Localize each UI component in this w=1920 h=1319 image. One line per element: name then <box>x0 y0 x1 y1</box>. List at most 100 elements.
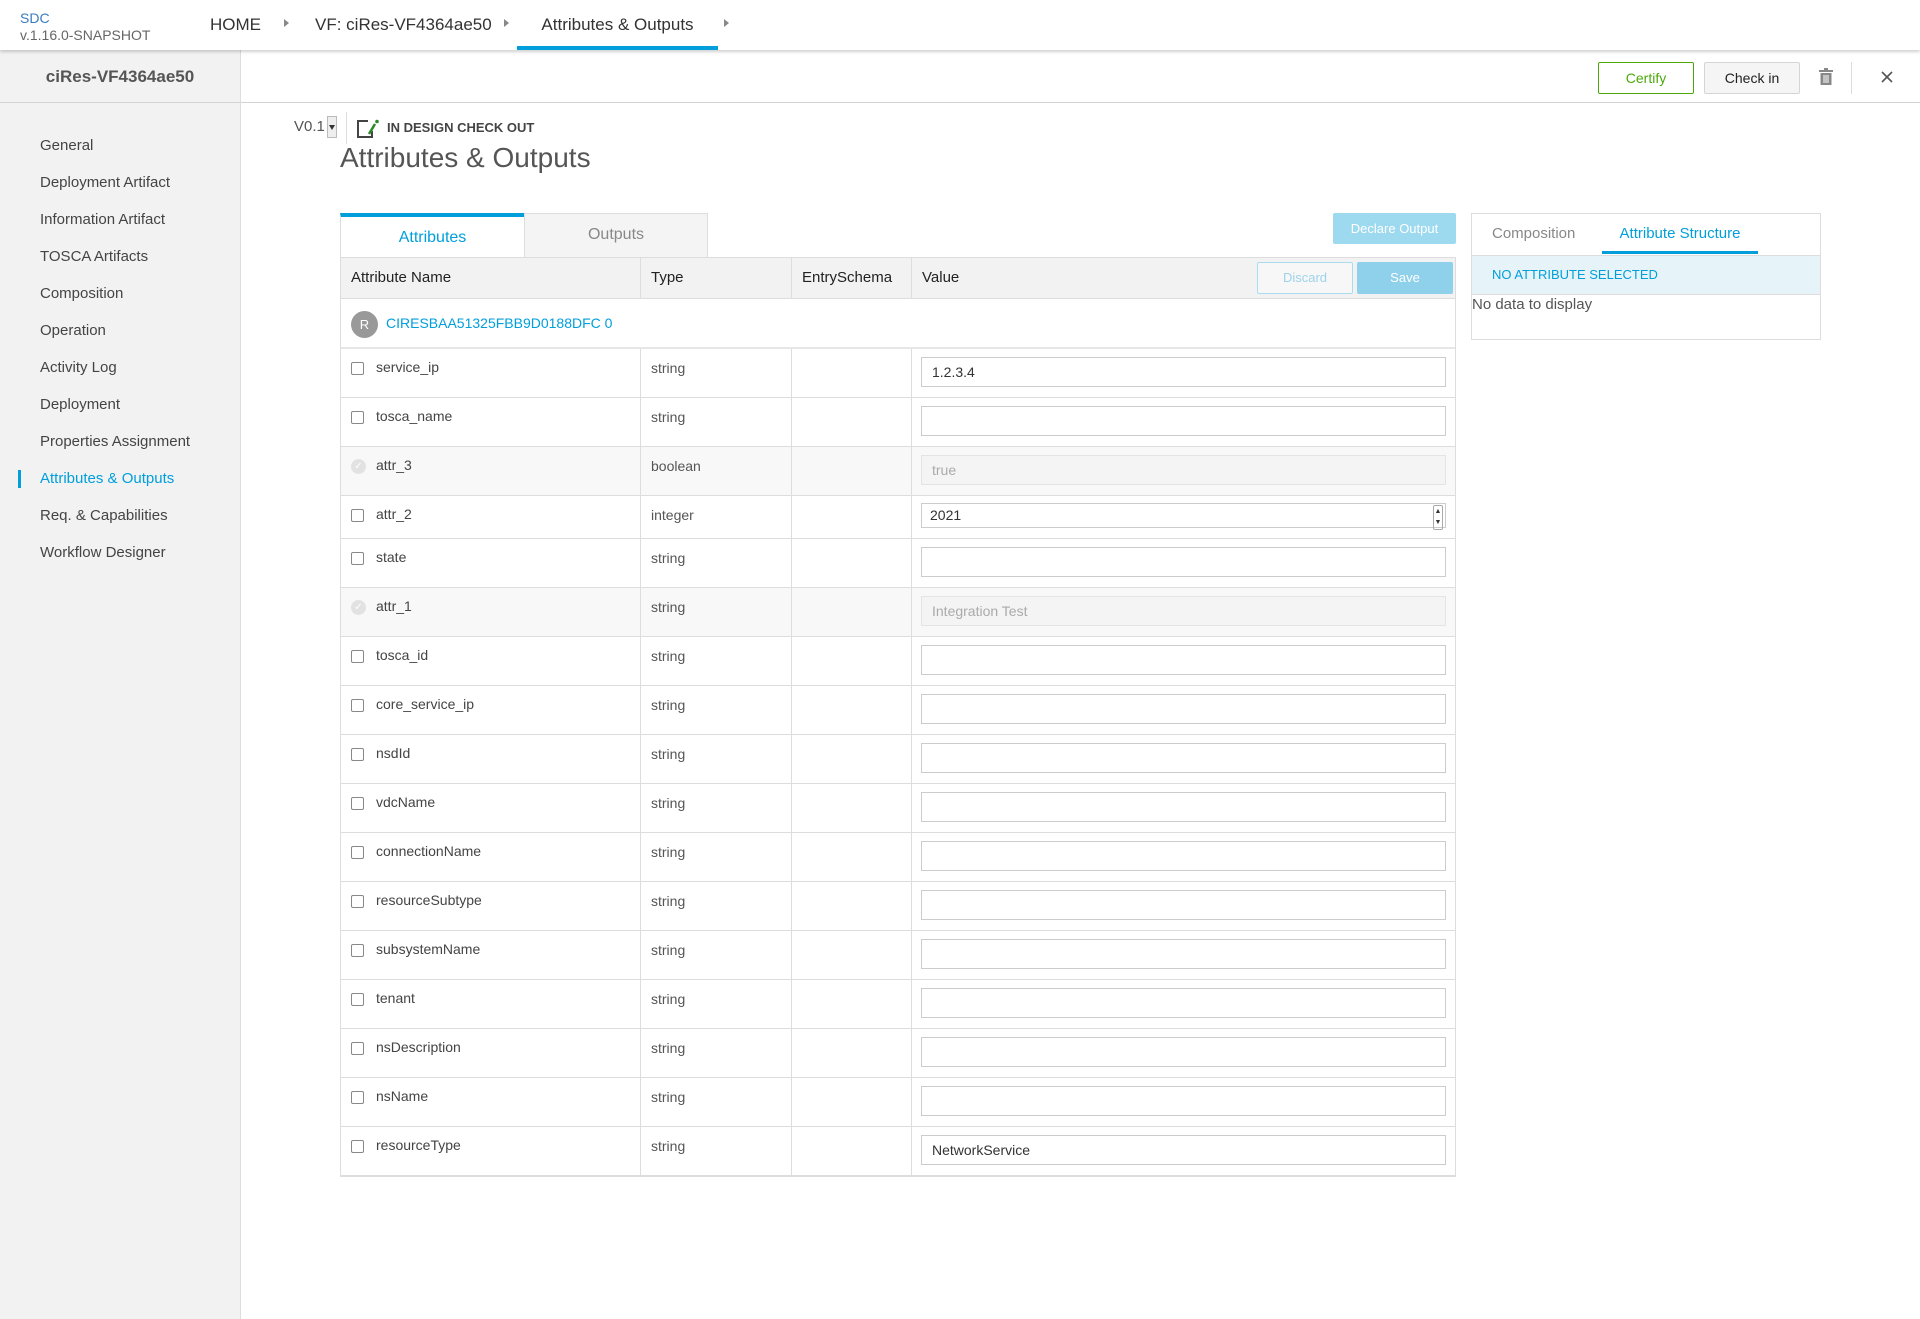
attribute-name-cell: attr_2 <box>341 496 641 538</box>
top-navigation: SDC v.1.16.0-SNAPSHOT HOME VF: ciRes-VF4… <box>0 0 1920 50</box>
row-checkbox[interactable] <box>351 552 364 565</box>
row-checkbox[interactable] <box>351 1091 364 1104</box>
type-cell: string <box>641 686 792 734</box>
sidebar-item-operation[interactable]: Operation <box>40 322 106 339</box>
row-checkbox[interactable] <box>351 509 364 522</box>
type-cell: string <box>641 539 792 587</box>
sidebar-item-workflow-designer[interactable]: Workflow Designer <box>40 544 166 561</box>
value-input[interactable] <box>921 694 1446 724</box>
entryschema-cell <box>792 496 912 538</box>
value-input[interactable] <box>921 939 1446 969</box>
trash-icon[interactable] <box>1819 68 1833 85</box>
sidebar-item-deployment[interactable]: Deployment <box>40 396 121 413</box>
type-cell: string <box>641 588 792 636</box>
value-cell: true <box>912 447 1455 495</box>
save-button[interactable]: Save <box>1357 262 1453 294</box>
table-row: resourceType string NetworkService <box>341 1127 1455 1176</box>
right-panel: Composition Attribute Structure NO ATTRI… <box>1471 213 1821 340</box>
tab-outputs[interactable]: Outputs <box>524 213 708 257</box>
number-stepper[interactable]: ▲ ▼ <box>1433 505 1443 530</box>
row-checkbox[interactable] <box>351 411 364 424</box>
row-checkbox[interactable] <box>351 846 364 859</box>
app-version: v.1.16.0-SNAPSHOT <box>20 27 151 43</box>
sidebar-item-deployment-artifact[interactable]: Deployment Artifact <box>40 174 171 191</box>
check-in-button[interactable]: Check in <box>1704 62 1800 94</box>
value-cell <box>912 833 1455 881</box>
row-checkbox[interactable] <box>351 650 364 663</box>
breadcrumb-home[interactable]: HOME <box>210 15 261 34</box>
value-input[interactable] <box>921 743 1446 773</box>
value-input[interactable] <box>921 406 1446 436</box>
sidebar-item-req-capabilities[interactable]: Req. & Capabilities <box>40 507 168 524</box>
value-input[interactable] <box>921 890 1446 920</box>
attribute-name-cell: nsDescription <box>341 1029 641 1077</box>
breadcrumb-arrow-icon[interactable] <box>724 19 729 27</box>
table-row: state string <box>341 539 1455 588</box>
value-input[interactable]: 2021 ▲ ▼ <box>921 503 1446 530</box>
value-input[interactable]: NetworkService <box>921 1135 1446 1165</box>
tab-attributes[interactable]: Attributes <box>340 213 524 257</box>
breadcrumb-arrow-icon[interactable] <box>504 19 509 27</box>
value-input[interactable] <box>921 792 1446 822</box>
sidebar-item-tosca-artifacts[interactable]: TOSCA Artifacts <box>40 248 149 265</box>
version-dropdown[interactable] <box>327 116 337 138</box>
value-input[interactable] <box>921 547 1446 577</box>
row-checkbox[interactable] <box>351 944 364 957</box>
declare-output-button[interactable]: Declare Output <box>1333 213 1456 244</box>
row-checkbox[interactable] <box>351 1042 364 1055</box>
row-checkbox[interactable] <box>351 895 364 908</box>
sidebar-item-activity-log[interactable]: Activity Log <box>40 359 117 376</box>
table-row: resourceSubtype string <box>341 882 1455 931</box>
row-checkbox[interactable] <box>351 797 364 810</box>
value-input[interactable] <box>921 1086 1446 1116</box>
value-input[interactable]: 1.2.3.4 <box>921 357 1446 387</box>
entryschema-cell <box>792 686 912 734</box>
value-input[interactable] <box>921 988 1446 1018</box>
attribute-name: tosca_id <box>376 647 429 663</box>
sidebar-item-information-artifact[interactable]: Information Artifact <box>40 211 166 228</box>
tab-composition[interactable]: Composition <box>1492 225 1576 242</box>
value-text: NetworkService <box>932 1142 1031 1158</box>
breadcrumb-vf[interactable]: VF: ciRes-VF4364ae50 <box>315 15 492 34</box>
sidebar-item-general[interactable]: General <box>40 137 94 154</box>
type-cell: boolean <box>641 447 792 495</box>
row-checkbox[interactable] <box>351 748 364 761</box>
attribute-name: subsystemName <box>376 941 481 957</box>
table-row: service_ip string 1.2.3.4 <box>341 349 1455 398</box>
sidebar-item-properties-assignment[interactable]: Properties Assignment <box>40 433 191 450</box>
type-cell: string <box>641 637 792 685</box>
app-name: SDC <box>20 10 50 26</box>
attribute-name-cell: resourceSubtype <box>341 882 641 930</box>
row-checkbox[interactable] <box>351 993 364 1006</box>
sidebar-item-attributes-outputs[interactable]: Attributes & Outputs <box>40 470 175 487</box>
certify-button[interactable]: Certify <box>1598 62 1694 94</box>
type-cell: string <box>641 882 792 930</box>
close-icon[interactable] <box>1881 71 1893 83</box>
instance-group-row[interactable]: R CIRESBAA51325FBB9D0188DFC 0 <box>341 299 1455 349</box>
value-input: true <box>921 455 1446 485</box>
value-cell <box>912 882 1455 930</box>
table-row: tosca_id string <box>341 637 1455 686</box>
entryschema-cell <box>792 882 912 930</box>
discard-button[interactable]: Discard <box>1257 262 1353 294</box>
sidebar-item-composition[interactable]: Composition <box>40 285 124 302</box>
value-input[interactable] <box>921 841 1446 871</box>
tab-attribute-structure[interactable]: Attribute Structure <box>1602 214 1758 254</box>
value-input[interactable] <box>921 1037 1446 1067</box>
attribute-name-cell: vdcName <box>341 784 641 832</box>
row-checkbox[interactable] <box>351 1140 364 1153</box>
table-row: ✓ attr_1 string Integration Test <box>341 588 1455 637</box>
entryschema-cell <box>792 1127 912 1175</box>
value-input: Integration Test <box>921 596 1446 626</box>
value-input[interactable] <box>921 645 1446 675</box>
breadcrumb-arrow-icon[interactable] <box>284 19 289 27</box>
entryschema-cell <box>792 398 912 446</box>
row-checkbox[interactable] <box>351 362 364 375</box>
readonly-check-icon: ✓ <box>351 459 366 474</box>
row-checkbox[interactable] <box>351 699 364 712</box>
app-logo[interactable]: SDC v.1.16.0-SNAPSHOT <box>20 10 150 43</box>
column-header-attribute-name: Attribute Name <box>341 258 641 298</box>
value-text: 1.2.3.4 <box>932 364 975 380</box>
breadcrumb-current[interactable]: Attributes & Outputs <box>517 0 718 50</box>
instance-name[interactable]: CIRESBAA51325FBB9D0188DFC 0 <box>386 315 613 331</box>
